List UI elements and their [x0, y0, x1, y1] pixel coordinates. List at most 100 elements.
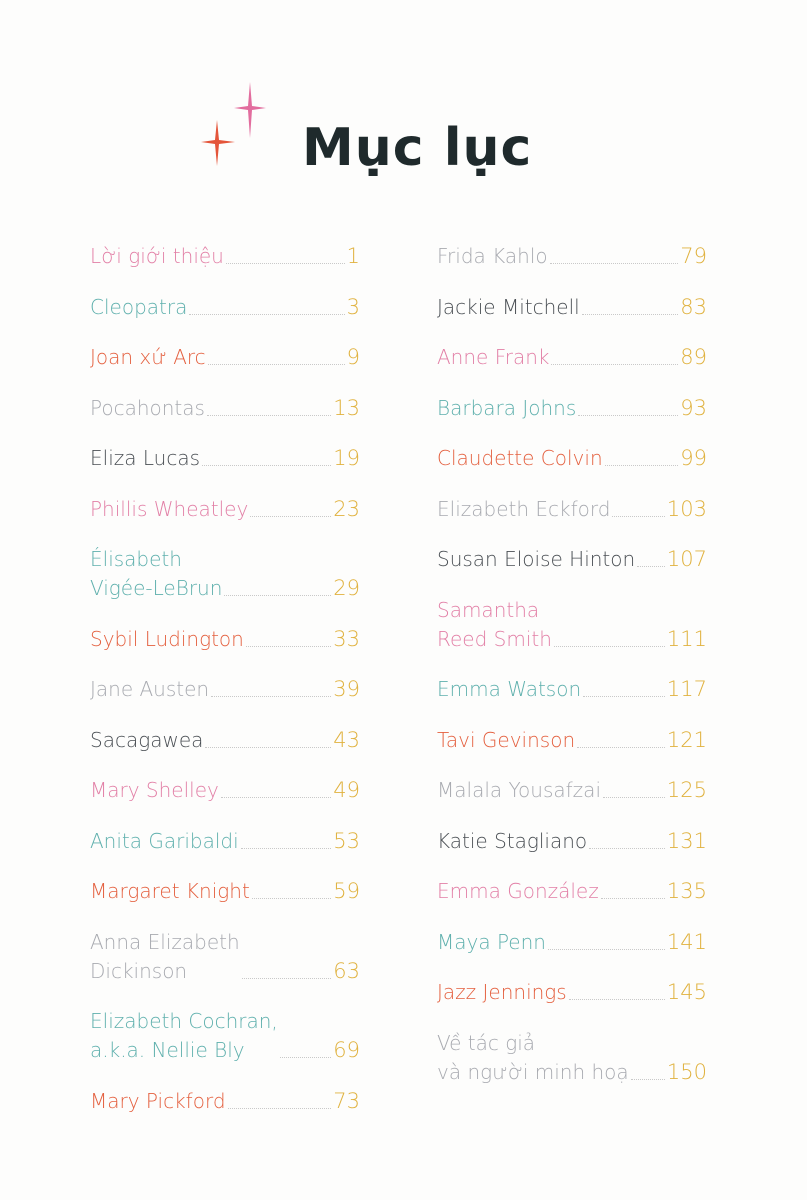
toc-entry[interactable]: Jazz Jennings 145: [437, 978, 707, 1029]
toc-entry-title: Anne Frank: [437, 345, 550, 369]
toc-entry-page: 99: [680, 446, 707, 470]
toc-entry-title: Jackie Mitchell: [437, 294, 580, 319]
dot-leader: [207, 364, 345, 365]
dot-leader: [568, 999, 665, 1000]
toc-entry-title: Susan Eloise Hinton: [437, 547, 636, 571]
toc-entry-page: 39: [333, 677, 360, 701]
toc-entry[interactable]: Barbara Johns 93: [437, 394, 707, 445]
toc-left-column: Lời giới thiệu 1 Cleopatra 3 Joan xứ Arc 9 Poc…: [90, 242, 360, 1137]
dot-leader: [600, 898, 665, 899]
dot-leader: [630, 1078, 665, 1080]
toc-entry[interactable]: Elizabeth Eckford 103: [437, 495, 707, 546]
dot-leader: [189, 313, 345, 315]
toc-entry[interactable]: Lời giới thiệu 1: [90, 242, 360, 293]
toc-entry[interactable]: Anna Elizabeth Dickinson 63: [90, 928, 360, 1008]
toc-entry[interactable]: Anne Frank 89: [437, 343, 707, 394]
toc-entry[interactable]: Maya Penn 141: [437, 928, 707, 979]
toc-entry-title: Mary Shelley: [90, 778, 219, 802]
toc-entry-title: Barbara Johns: [437, 395, 577, 420]
dot-leader: [583, 696, 665, 697]
toc-entry-page: 33: [333, 626, 360, 651]
dot-leader: [553, 645, 665, 647]
toc-entry-page: 19: [333, 446, 360, 470]
page-title: Mục lục: [302, 118, 533, 178]
toc-entry[interactable]: Eliza Lucas 19: [90, 444, 360, 495]
toc-entry[interactable]: Elizabeth Cochran, a.k.a. Nellie Bly 69: [90, 1007, 360, 1087]
toc-entry-title: Emma Watson: [437, 677, 582, 701]
dot-leader: [211, 696, 332, 697]
toc-entry-page: 3: [346, 294, 360, 319]
toc-entry[interactable]: Jackie Mitchell 83: [437, 293, 707, 344]
dot-leader: [279, 1057, 332, 1058]
toc-entry-title: Tavi Gevinson: [437, 727, 576, 752]
toc-entry[interactable]: Emma González 135: [437, 877, 707, 928]
toc-entry-title: Malala Yousafzai: [437, 778, 601, 802]
dot-leader: [604, 465, 679, 466]
dot-leader: [220, 797, 332, 798]
toc-entry-title: Pocahontas: [90, 395, 205, 420]
toc-entry-page: 141: [666, 929, 707, 954]
dot-leader: [589, 847, 665, 849]
toc-entry-title: Lời giới thiệu: [90, 244, 224, 268]
dot-leader: [581, 313, 679, 315]
toc-entry-title: Claudette Colvin: [437, 446, 603, 470]
toc-entry-page: 23: [333, 496, 360, 521]
toc-entry-title: Elizabeth Cochran, a.k.a. Nellie Bly: [90, 1009, 278, 1062]
toc-entry-title: Sybil Ludington: [90, 626, 244, 651]
dot-leader: [549, 263, 679, 264]
toc-entry[interactable]: Anita Garibaldi 53: [90, 827, 360, 878]
toc-entry-title: Katie Stagliano: [437, 828, 588, 853]
dot-leader: [241, 977, 332, 979]
dot-leader: [224, 595, 332, 596]
toc-entry[interactable]: Về tác giả và người minh hoạ 150: [437, 1029, 707, 1109]
toc-entry[interactable]: Samantha Reed Smith 111: [437, 596, 707, 676]
toc-entry-title: Joan xứ Arc: [90, 345, 206, 369]
dot-leader: [245, 645, 332, 647]
toc-entry[interactable]: Joan xứ Arc 9: [90, 343, 360, 394]
dot-leader: [577, 746, 665, 748]
toc-entry-page: 63: [333, 958, 360, 983]
toc-entry[interactable]: Claudette Colvin 99: [437, 444, 707, 495]
toc-entry-page: 9: [346, 345, 360, 369]
toc-entry-title: Elizabeth Eckford: [437, 496, 611, 521]
sparkle-pink-icon: [234, 82, 266, 138]
toc-entry-page: 59: [333, 879, 360, 903]
toc-entry[interactable]: Sacagawea 43: [90, 726, 360, 777]
toc-entry[interactable]: Sybil Ludington 33: [90, 625, 360, 676]
toc-entry-page: 89: [680, 345, 707, 369]
toc-entry-title: Jane Austen: [90, 677, 210, 701]
toc-entry[interactable]: Cleopatra 3: [90, 293, 360, 344]
toc-entry-page: 93: [680, 395, 707, 420]
toc-entry-page: 125: [666, 778, 707, 802]
dot-leader: [637, 566, 665, 567]
toc-entry[interactable]: Élisabeth Vigée-LeBrun 29: [90, 545, 360, 625]
dot-leader: [547, 948, 665, 950]
toc-entry-page: 53: [333, 828, 360, 853]
toc-entry[interactable]: Pocahontas 13: [90, 394, 360, 445]
toc-entry-page: 150: [666, 1059, 707, 1084]
toc-entry[interactable]: Tavi Gevinson 121: [437, 726, 707, 777]
toc-entry-title: Frida Kahlo: [437, 244, 548, 268]
toc-entry-title: Élisabeth Vigée-LeBrun: [90, 547, 223, 600]
toc-entry-title: Sacagawea: [90, 727, 204, 752]
toc-entry[interactable]: Mary Shelley 49: [90, 776, 360, 827]
dot-leader: [603, 797, 665, 798]
toc-entry-page: 145: [666, 980, 707, 1004]
toc-entry[interactable]: Phillis Wheatley 23: [90, 495, 360, 546]
toc-entry[interactable]: Susan Eloise Hinton 107: [437, 545, 707, 596]
toc-entry-page: 111: [666, 626, 707, 651]
toc-entry[interactable]: Emma Watson 117: [437, 675, 707, 726]
dot-leader: [227, 1107, 332, 1109]
toc-entry-page: 103: [666, 496, 707, 521]
toc-entry[interactable]: Katie Stagliano 131: [437, 827, 707, 878]
toc-entry-page: 13: [333, 395, 360, 420]
toc-entry[interactable]: Frida Kahlo 79: [437, 242, 707, 293]
toc-right-column: Frida Kahlo 79 Jackie Mitchell 83 Anne Frank…: [437, 242, 707, 1108]
toc-entry-page: 29: [333, 576, 360, 600]
toc-entry-title: Eliza Lucas: [90, 446, 200, 470]
toc-entry[interactable]: Malala Yousafzai 125: [437, 776, 707, 827]
toc-entry[interactable]: Jane Austen 39: [90, 675, 360, 726]
toc-entry[interactable]: Mary Pickford 73: [90, 1087, 360, 1138]
toc-entry[interactable]: Margaret Knight 59: [90, 877, 360, 928]
dot-leader: [225, 263, 345, 264]
